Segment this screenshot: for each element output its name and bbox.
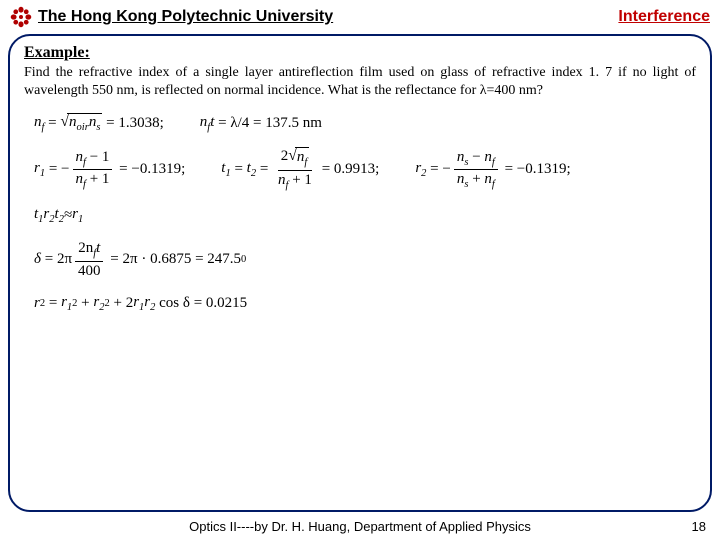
footer-text: Optics II----by Dr. H. Huang, Department… (0, 519, 720, 534)
university-logo-icon (10, 6, 32, 28)
slide-header: The Hong Kong Polytechnic University Int… (0, 0, 720, 30)
equation-row-4: δ = 2π 2nft 400 = 2π · 0.6875 = 247.50 (34, 239, 696, 280)
eq-r2: r2 = − ns − nf ns + nf = −0.1319; (415, 148, 570, 192)
content-frame: Example: Find the refractive index of a … (8, 34, 712, 512)
eq-r-squared: r2 = r12 + r22 + 2r1r2 cos δ = 0.0215 (34, 294, 247, 313)
university-name: The Hong Kong Polytechnic University (38, 8, 333, 26)
page-number: 18 (692, 519, 706, 534)
eq-nf: nf = noirns = 1.3038; (34, 113, 164, 133)
equation-row-1: nf = noirns = 1.3038; nft = λ/4 = 137.5 … (34, 113, 696, 133)
equations-block: nf = noirns = 1.3038; nft = λ/4 = 137.5 … (24, 113, 696, 313)
problem-statement: Find the refractive index of a single la… (24, 64, 696, 99)
equation-row-5: r2 = r12 + r22 + 2r1r2 cos δ = 0.0215 (34, 294, 696, 313)
equation-row-3: t1r2t2 ≈ r1 (34, 206, 696, 225)
header-left: The Hong Kong Polytechnic University (10, 6, 333, 28)
equation-row-2: r1 = − nf − 1 nf + 1 = −0.1319; t1 = t2 … (34, 147, 696, 192)
eq-t1t2: t1 = t2 = 2nf nf + 1 = 0.9913; (221, 147, 379, 192)
eq-nft: nft = λ/4 = 137.5 nm (200, 114, 322, 133)
eq-approx: t1r2t2 ≈ r1 (34, 206, 83, 225)
eq-r1: r1 = − nf − 1 nf + 1 = −0.1319; (34, 148, 185, 192)
example-heading: Example: (24, 44, 696, 62)
topic-title: Interference (618, 8, 710, 26)
slide-footer: Optics II----by Dr. H. Huang, Department… (0, 519, 720, 534)
eq-delta: δ = 2π 2nft 400 = 2π · 0.6875 = 247.50 (34, 239, 246, 280)
